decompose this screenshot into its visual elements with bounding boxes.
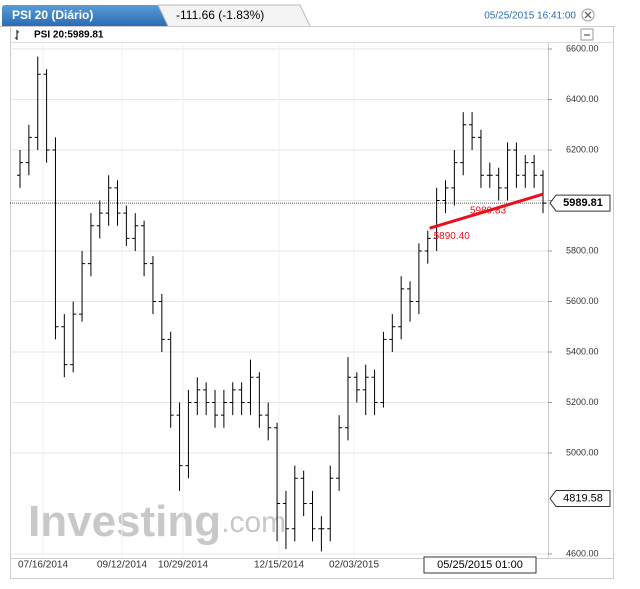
close-icon [584,11,592,19]
y-tick-label: 6600.00 [566,43,599,53]
datetime: 05/25/2015 16:41:00 [484,11,576,22]
x-tick-label: 07/16/2014 [18,560,68,571]
y-tick-label: 4600.00 [566,548,599,558]
price-tag-label: 5989.81 [563,197,603,209]
legend: PSI 20:5989.81 [34,30,104,41]
y-tick-label: 6400.00 [566,94,599,104]
trendline-label: 5989.83 [470,206,507,217]
price-change: -111.66 (-1.83%) [176,8,264,22]
price-tag-label: 4819.58 [563,492,603,504]
x-tick-label: 09/12/2014 [97,560,147,571]
x-tick-label: 02/03/2015 [329,560,379,571]
y-tick-label: 5400.00 [566,346,599,356]
price-tag [549,194,611,212]
y-tick-label: 5000.00 [566,447,599,457]
price-tag [549,490,611,508]
trendline [429,192,544,230]
x-tick-label: 12/15/2014 [254,560,304,571]
x-tick-label: 10/29/2014 [158,560,208,571]
y-tick-label: 5200.00 [566,397,599,407]
watermark: Investing.com [28,497,286,546]
watermark-main: Investing [28,497,221,546]
y-tick-label: 5800.00 [566,245,599,255]
chart-frame [10,26,614,579]
legend-icon [15,30,19,40]
title-tab [2,5,168,26]
crosshair-box [423,556,537,574]
y-tick-label: 6200.00 [566,144,599,154]
y-tick-label: 5600.00 [566,296,599,306]
watermark-suffix: .com [221,506,286,539]
change-tab [157,4,311,27]
trendline-label: 5890.40 [434,231,471,242]
chart-title: PSI 20 (Diário) [12,8,93,22]
crosshair-label: 05/25/2015 01:00 [437,559,523,571]
